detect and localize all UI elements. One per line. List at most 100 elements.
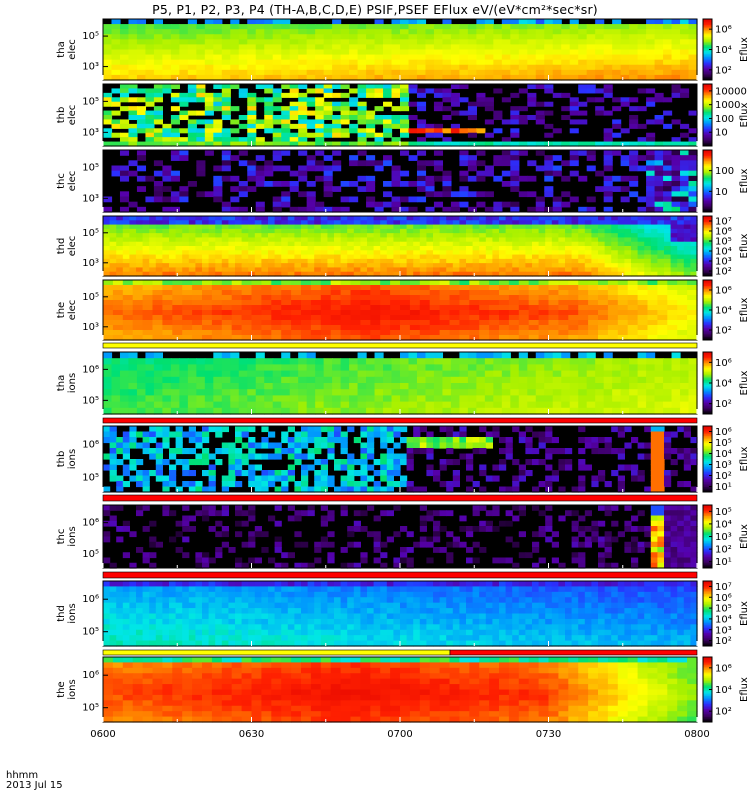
spectrogram-cell (408, 352, 418, 359)
spectrogram-cell (298, 101, 308, 107)
colorbar-step (703, 61, 712, 64)
spectrogram-cell (213, 370, 223, 378)
spectrogram-cell (637, 335, 649, 341)
spectrogram-cell (499, 263, 507, 269)
spectrogram-cell (690, 437, 698, 444)
spectrogram-cell (238, 92, 248, 98)
spectrogram-cell (175, 426, 183, 433)
spectrogram-cell (380, 228, 388, 234)
spectrogram-cell (527, 401, 537, 409)
spectrogram-cell (671, 352, 681, 359)
spectrogram-cell (499, 280, 510, 286)
spectrogram-cell (301, 220, 309, 226)
spectrogram-cell (466, 241, 474, 247)
spectrogram-cell (111, 141, 121, 147)
spectrogram-cell (637, 123, 647, 129)
spectrogram-cell (196, 358, 206, 365)
spectrogram-cell (366, 175, 376, 182)
spectrogram-cell (323, 128, 333, 134)
spectrogram-cell (360, 216, 368, 221)
spectrogram-cell (569, 29, 579, 35)
spectrogram-cell (419, 310, 431, 316)
spectrogram-cell (467, 29, 477, 35)
spectrogram-cell (492, 263, 500, 269)
spectrogram-cell (578, 119, 588, 125)
spectrogram-cell (103, 370, 113, 378)
spectrogram-cell (119, 44, 130, 51)
spectrogram-cell (552, 69, 562, 76)
spectrogram-cell (306, 376, 316, 384)
spectrogram-cell (261, 258, 269, 264)
spectrogram-cell (315, 395, 325, 403)
spectrogram-cell (598, 285, 609, 291)
spectrogram-cell (213, 383, 223, 390)
spectrogram-cell (644, 267, 652, 273)
spectrogram-cell (571, 267, 579, 273)
spectrogram-cell (467, 74, 477, 81)
spectrogram-cell (287, 263, 295, 269)
spectrogram-cell (400, 325, 411, 331)
spectrogram-cell (677, 220, 685, 226)
spectrogram-cell (466, 271, 474, 277)
spectrogram-cell (170, 155, 180, 161)
spectrogram-cell (425, 181, 435, 187)
spectrogram-cell (406, 267, 414, 273)
spectrogram-cell (603, 155, 613, 161)
spectrogram-cell (484, 376, 494, 384)
spectrogram-cell (153, 97, 163, 103)
spectrogram-cell (416, 54, 427, 61)
spectrogram-cell (172, 290, 183, 296)
spectrogram-cell (419, 330, 431, 336)
spectrogram-cell (323, 29, 333, 35)
spectrogram-cell (595, 19, 605, 25)
spectrogram-cell (442, 370, 452, 378)
spectrogram-cell (518, 300, 530, 306)
spectrogram-cell (136, 155, 147, 161)
spectrogram-cell (677, 250, 685, 256)
colorbar-step (703, 208, 712, 211)
spectrogram-cell (629, 376, 639, 384)
spectrogram-cell (323, 34, 333, 40)
spectrogram-cell (366, 389, 376, 396)
spectrogram-cell (129, 224, 137, 230)
colorbar-step (703, 319, 712, 321)
colorbar-step (703, 386, 712, 389)
spectrogram-cell (493, 128, 503, 134)
spectrogram-cell (170, 84, 180, 90)
spectrogram-cell (145, 123, 155, 129)
spectrogram-cell (254, 267, 262, 273)
spectrogram-cell (221, 155, 231, 161)
spectrogram-cell (416, 175, 427, 182)
spectrogram-cell (479, 320, 490, 326)
spectrogram-cell (416, 395, 427, 403)
spectrogram-cell (122, 335, 134, 341)
spectrogram-cell (620, 74, 630, 81)
spectrogram-cell (103, 431, 111, 438)
spectrogram-cell (170, 407, 180, 415)
spectrogram-cell (268, 263, 276, 269)
spectrogram-cell (221, 246, 229, 251)
spectrogram-cell (569, 97, 579, 103)
spectrogram-cell (386, 431, 394, 438)
spectrogram-cell (476, 160, 486, 167)
spectrogram-cell (419, 315, 431, 321)
spectrogram-cell (472, 258, 480, 264)
spectrogram-cell (182, 310, 193, 316)
spectrogram-cell (391, 165, 401, 172)
spectrogram-cell (162, 250, 170, 256)
spectrogram-cell (479, 241, 487, 247)
spectrogram-cell (603, 69, 613, 76)
spectrogram-cell (501, 358, 511, 365)
spectrogram-cell (187, 88, 197, 94)
spectrogram-cell (588, 305, 599, 311)
spectrogram-cell (128, 201, 138, 208)
spectrogram-cell (569, 155, 579, 161)
colorbar-step (703, 35, 712, 38)
spectrogram-cell (128, 59, 138, 66)
spectrogram-cell (419, 246, 427, 251)
spectrogram-cell (450, 370, 460, 378)
spectrogram-cell (230, 24, 240, 30)
spectrogram-cell (664, 431, 672, 438)
spectrogram-cell (446, 258, 454, 264)
spectrogram-cell (155, 224, 163, 230)
